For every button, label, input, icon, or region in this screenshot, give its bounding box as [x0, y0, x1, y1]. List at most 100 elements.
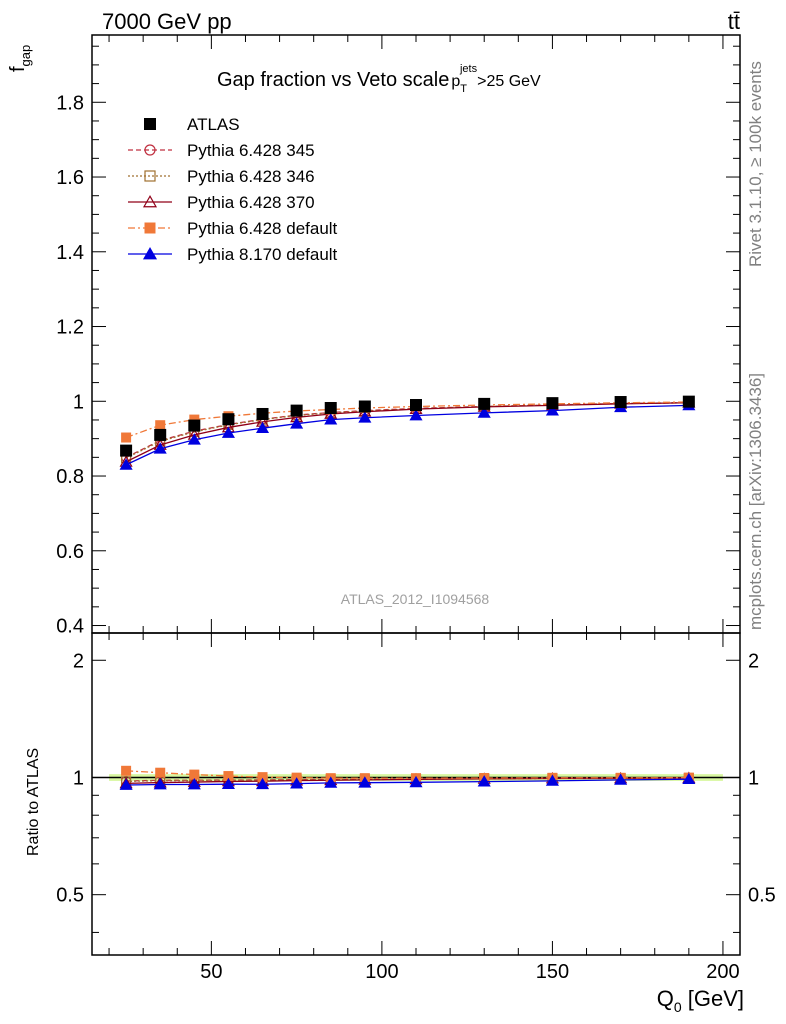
series-layer [119, 395, 696, 470]
ratio-point [153, 778, 167, 790]
ratio-tick-label-right: 1 [748, 767, 759, 789]
data-point [358, 400, 371, 413]
axes: 50 100 150 200 0.4 0.6 0.8 1 1.2 1.4 1.6 1.8 0.5 0.5 1… [56, 34, 776, 983]
ratio-tick-label: 0.5 [56, 885, 84, 907]
data-point [121, 432, 132, 443]
legend-label: Pythia 6.428 346 [187, 167, 315, 186]
legend-label: Pythia 8.170 default [187, 245, 338, 264]
legend-label: ATLAS [187, 115, 240, 134]
ratio-series-layer [119, 765, 696, 790]
header-left: 7000 GeV pp [102, 9, 232, 34]
ratio-point [614, 773, 628, 785]
data-point [324, 413, 338, 425]
data-point [120, 444, 133, 457]
ratio-point [358, 776, 372, 788]
legend-marker [144, 170, 156, 182]
data-point [290, 404, 303, 417]
side-label-mcplots: mcplots.cern.ch [arXiv:1306.3436] [746, 373, 765, 630]
series-line [125, 401, 689, 439]
data-point [324, 402, 337, 415]
ratio-point [155, 767, 166, 778]
data-point [153, 442, 167, 454]
ratio-series-5 [119, 772, 696, 790]
data-point [256, 407, 269, 420]
y-tick-label: 1.2 [56, 317, 84, 339]
x-tick-label: 200 [706, 961, 739, 983]
data-point [478, 397, 491, 410]
data-point [119, 458, 133, 470]
data-point [290, 417, 304, 429]
data-point [155, 420, 166, 431]
y-axis-label: fgap [7, 45, 33, 72]
ratio-point [324, 776, 338, 788]
data-point [614, 396, 627, 409]
data-point [545, 404, 559, 416]
ratio-point [121, 765, 132, 776]
legend-entry: Pythia 6.428 370 [128, 193, 315, 212]
legend-marker [144, 118, 156, 130]
ratio-point [187, 778, 201, 790]
ratio-point [221, 777, 235, 790]
data-point [410, 399, 422, 412]
series-line [125, 402, 689, 458]
legend-entry: Pythia 6.428 345 [128, 141, 315, 160]
data-point [187, 433, 201, 445]
legend-marker [144, 222, 156, 234]
ratio-panel-frame [91, 632, 741, 956]
x-tick-label: 50 [200, 961, 222, 983]
ratio-tick-label-right: 2 [748, 650, 759, 672]
legend-marker [144, 144, 156, 156]
data-point [188, 419, 201, 432]
data-point [682, 395, 695, 408]
y-tick-label: 1.6 [56, 167, 84, 189]
data-point [154, 428, 167, 441]
legend-label: Pythia 6.428 345 [187, 141, 315, 160]
series-5 [119, 398, 696, 470]
x-axis-label: Q0 [GeV] [657, 986, 744, 1015]
series-line [125, 402, 689, 459]
legend-label: Pythia 6.428 370 [187, 193, 315, 212]
legend-label: Pythia 6.428 default [187, 219, 338, 238]
legend-entry: Pythia 6.428 default [128, 219, 338, 238]
y-tick-label: 1.4 [56, 242, 84, 264]
data-point [255, 421, 270, 434]
legend-entry: ATLAS [144, 115, 240, 134]
x-tick-label: 150 [536, 961, 569, 983]
y-tick-label: 0.4 [56, 616, 84, 638]
analysis-watermark: ATLAS_2012_I1094568 [341, 591, 490, 607]
series-line [125, 402, 689, 463]
x-tick-label: 100 [365, 961, 398, 983]
legend-entry: Pythia 6.428 346 [128, 167, 315, 186]
ratio-point [189, 769, 200, 780]
ratio-point [682, 772, 696, 785]
data-point [409, 409, 423, 421]
ratio-point [409, 775, 423, 788]
series-0 [120, 395, 695, 457]
y-tick-label: 1.8 [56, 92, 84, 114]
ratio-point [255, 777, 270, 790]
ratio-tick-label: 1 [73, 767, 84, 789]
ratio-point [119, 778, 133, 790]
data-point [222, 413, 235, 426]
ratio-axis-label: Ratio to ATLAS [25, 748, 42, 856]
ratio-tick-label-right: 0.5 [748, 885, 776, 907]
legend: ATLAS Pythia 6.428 345 Pythia 6.428 346 Pyt… [128, 115, 338, 264]
ratio-point [290, 777, 304, 789]
data-point [221, 426, 235, 438]
ratio-point [545, 774, 559, 786]
data-point [477, 406, 491, 418]
legend-entry: Pythia 8.170 default [128, 245, 338, 264]
ratio-point [477, 775, 491, 787]
legend-marker [142, 195, 158, 208]
chart-title: Gap fraction vs Veto scale pTjets>25 GeV [217, 63, 541, 95]
data-point [358, 411, 372, 423]
legend-marker [142, 247, 158, 260]
series-line [125, 404, 689, 466]
data-point [546, 397, 559, 410]
y-tick-label: 1 [73, 391, 84, 413]
ratio-tick-label: 2 [73, 650, 84, 672]
header-right: tt̄ [728, 9, 740, 34]
side-label-rivet: Rivet 3.1.10, ≥ 100k events [746, 61, 765, 267]
y-tick-label: 0.6 [56, 541, 84, 563]
